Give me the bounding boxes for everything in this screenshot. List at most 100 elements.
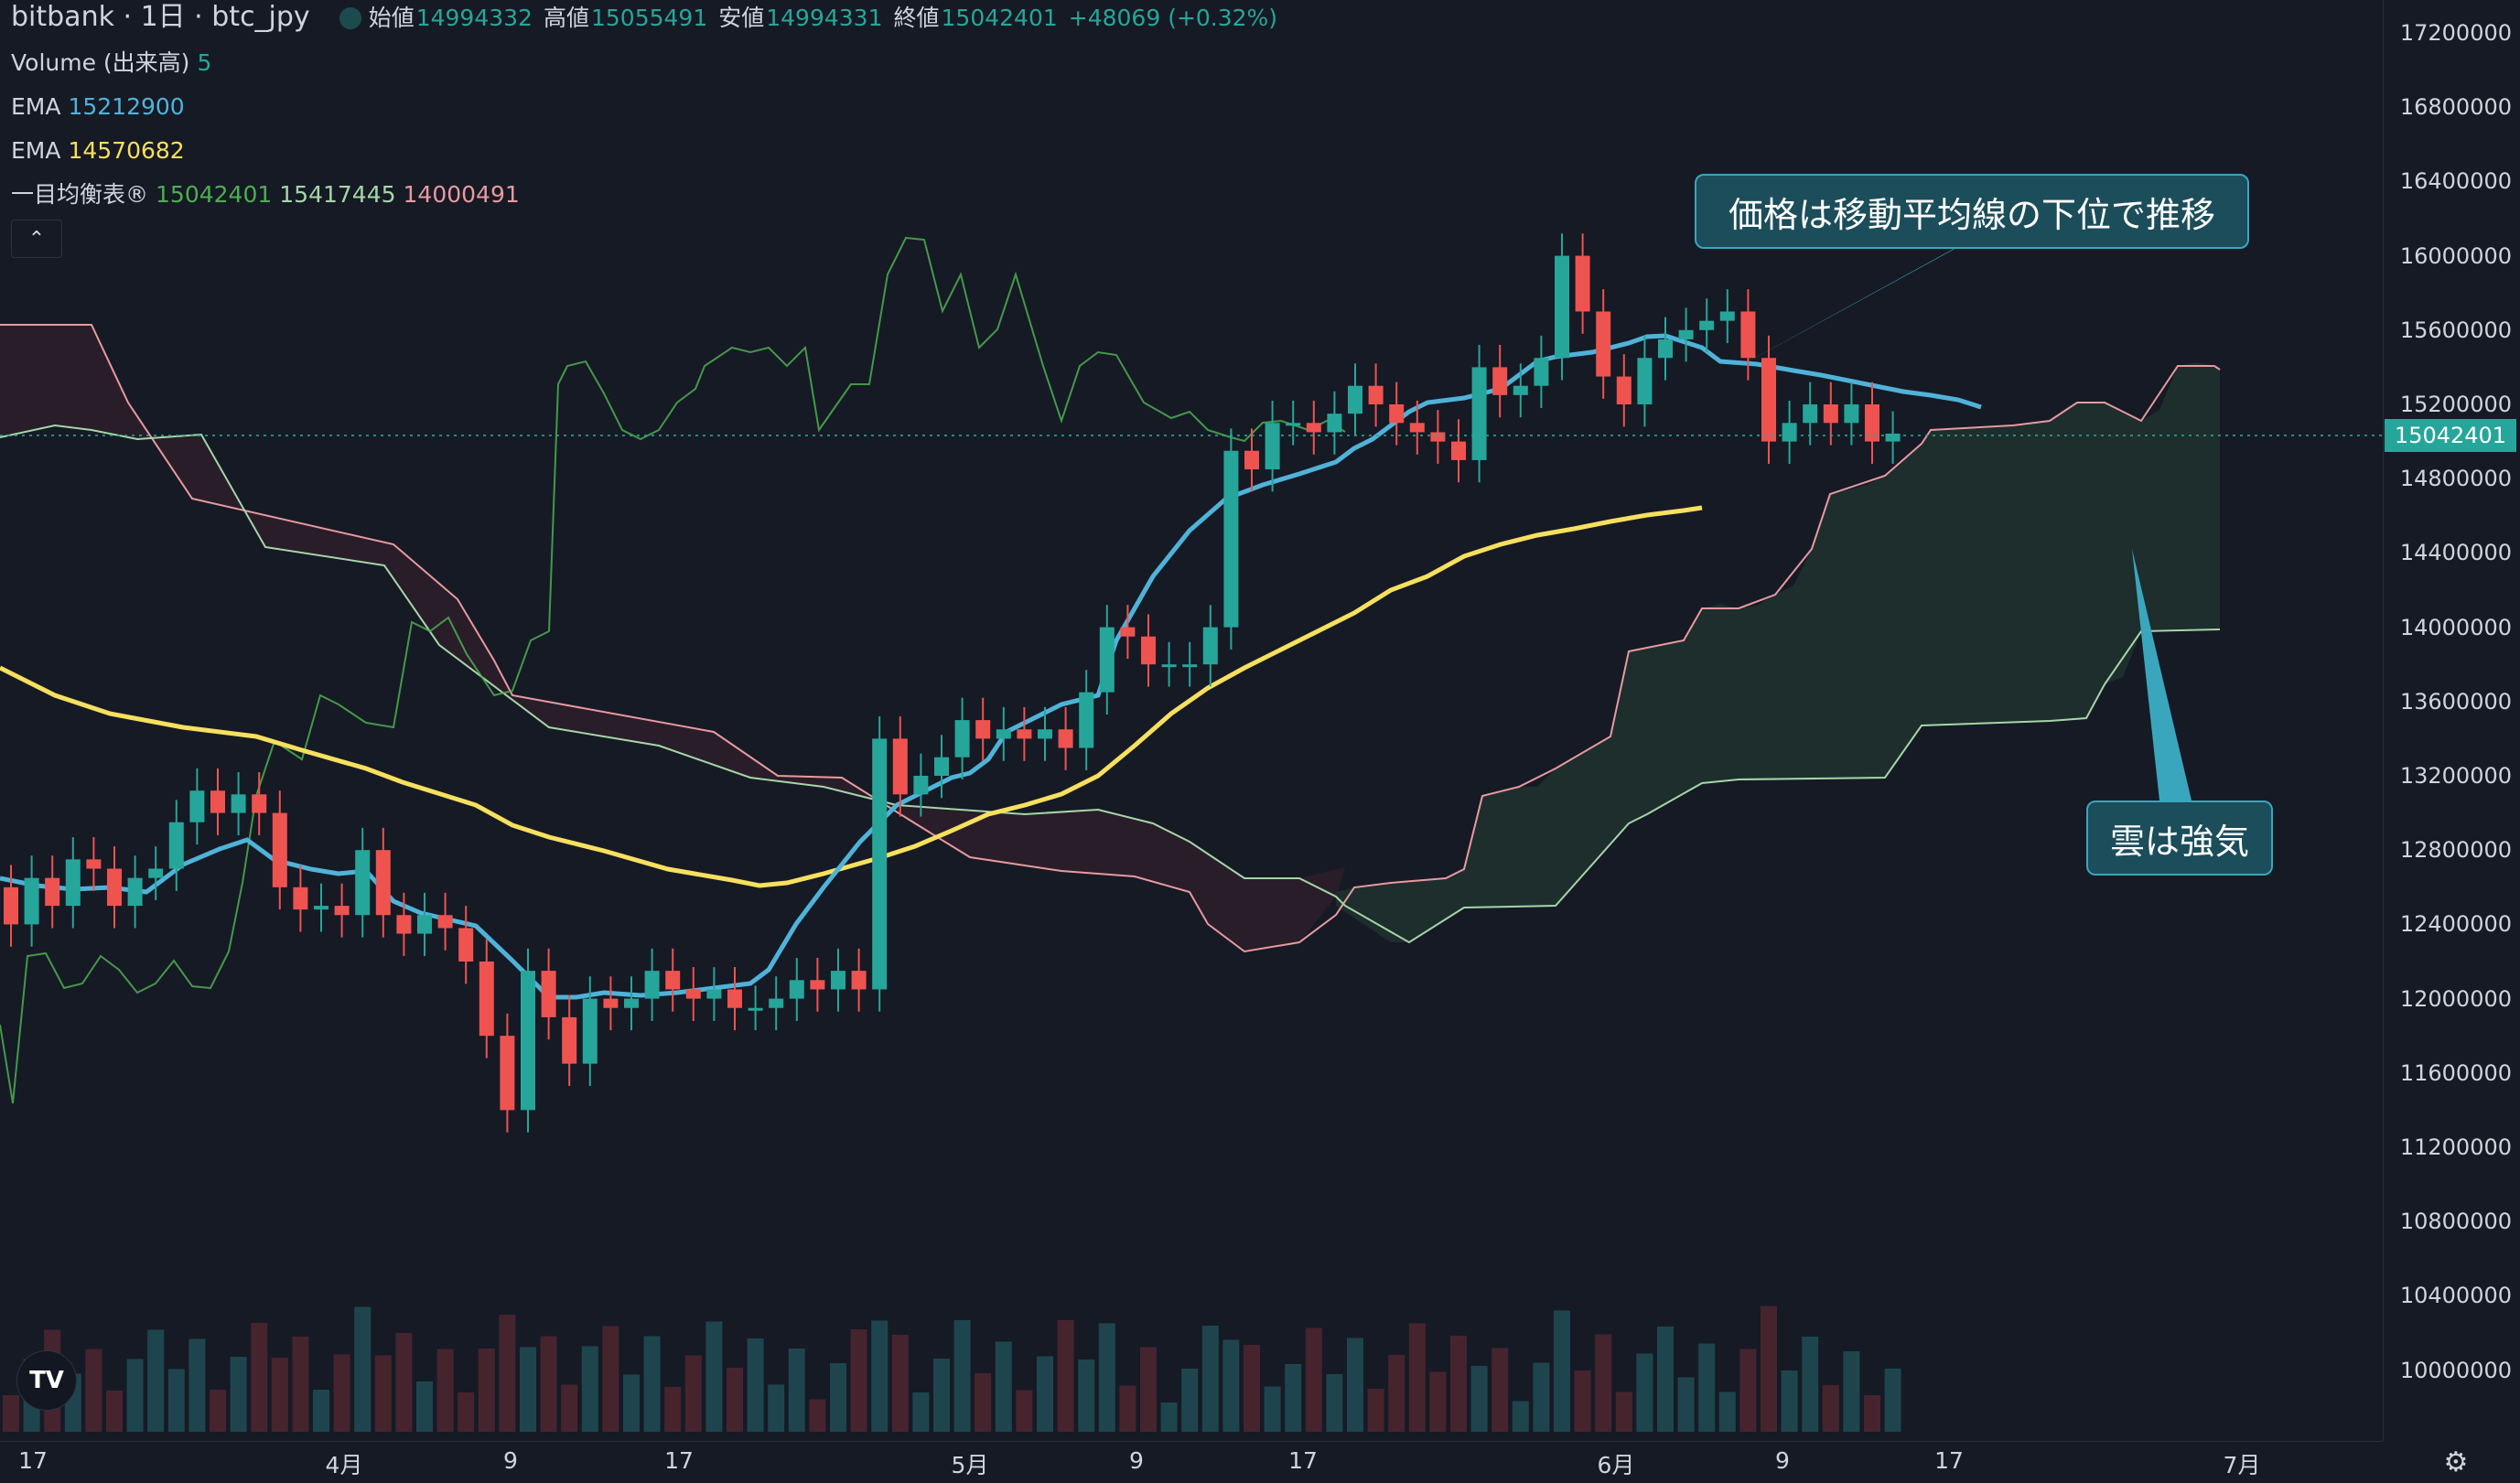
volume-bar: [809, 1399, 826, 1432]
volume-bar: [85, 1349, 102, 1432]
volume-bar: [891, 1335, 909, 1432]
ichimoku-span-b: [0, 424, 2221, 944]
volume-bar: [684, 1355, 702, 1432]
volume-bar: [1285, 1364, 1302, 1432]
tradingview-logo-icon[interactable]: TV: [16, 1350, 77, 1411]
ema2-legend[interactable]: EMA 14570682: [11, 135, 192, 167]
ichimoku-legend[interactable]: 一目均衡表® 15042401 15417445 14000491: [11, 179, 527, 210]
ema1-value: 15212900: [68, 93, 185, 120]
open-label: 始値: [368, 5, 415, 31]
candle-body: [1017, 729, 1032, 739]
ema1-label: EMA: [11, 93, 61, 120]
volume-bar: [1181, 1369, 1199, 1432]
candle-body: [913, 776, 929, 795]
candle-body: [665, 971, 681, 990]
candle-body: [521, 971, 535, 1111]
ichimoku-value-2: 15417445: [279, 181, 396, 208]
candle-body: [1451, 441, 1466, 460]
candle-body: [1513, 385, 1528, 395]
candle-body: [1575, 255, 1590, 312]
ema-slow-line: [0, 505, 1703, 888]
time-tick: 4月: [325, 1452, 363, 1478]
volume-bar: [188, 1338, 206, 1432]
volume-bar: [933, 1359, 950, 1432]
high-value: 15055491: [590, 5, 708, 31]
volume-bar: [230, 1357, 247, 1432]
price-tick: 17200000: [2399, 20, 2512, 46]
candle-body: [603, 998, 619, 1008]
volume-bar: [1843, 1351, 1860, 1432]
volume-bar: [1657, 1327, 1674, 1432]
price-tick: 14800000: [2399, 466, 2512, 492]
volume-bar: [1718, 1392, 1736, 1432]
volume-legend[interactable]: Volume (出来高) 5: [11, 48, 219, 79]
volume-bar: [1429, 1371, 1447, 1432]
ichimoku-label: 一目均衡表®: [11, 181, 149, 208]
candle-body: [1202, 627, 1218, 665]
market-status-icon: [339, 6, 361, 29]
volume-bar: [1326, 1374, 1343, 1432]
candle-body: [65, 859, 81, 907]
callout2-pointer: [2132, 549, 2192, 801]
volume-bar: [643, 1336, 661, 1432]
volume-bar: [1016, 1390, 1033, 1432]
candle-body: [1306, 423, 1321, 433]
candle-body: [1368, 385, 1384, 404]
candle-body: [252, 794, 267, 813]
volume-label: Volume (出来高): [11, 49, 190, 76]
candle-body: [1286, 423, 1301, 426]
price-tick: 11600000: [2399, 1059, 2512, 1086]
volume-bar: [623, 1374, 640, 1432]
volume-bar: [1078, 1359, 1095, 1432]
symbol-title[interactable]: bitbank · 1日 · btc_jpy: [11, 1, 310, 33]
candle-body: [1534, 358, 1549, 386]
price-tick: 11200000: [2399, 1134, 2512, 1160]
volume-bar: [1160, 1402, 1178, 1432]
candle-body: [417, 915, 432, 934]
candle-body: [1079, 692, 1094, 748]
last-price-tag: 15042401: [2385, 419, 2516, 452]
volume-bar: [1533, 1362, 1550, 1432]
price-tick: 15200000: [2399, 392, 2512, 417]
price-tick: 13200000: [2399, 763, 2512, 789]
candle-body: [375, 850, 391, 916]
candle-body: [1761, 358, 1776, 442]
candle-body: [24, 877, 39, 925]
volume-bar: [313, 1390, 329, 1432]
volume-bar: [1305, 1327, 1322, 1432]
collapse-legend-button[interactable]: ⌃: [11, 220, 62, 258]
candle-body: [748, 1007, 763, 1011]
close-value: 15042401: [941, 5, 1058, 31]
candle-body: [107, 868, 122, 907]
volume-bar: [520, 1347, 536, 1432]
price-tick: 14000000: [2399, 614, 2512, 640]
price-axis[interactable]: 17200000 16800000 16400000 16000000 15600000…: [2383, 0, 2520, 1441]
candle-body: [831, 971, 845, 990]
candle-body: [293, 887, 308, 910]
price-tick: 14400000: [2399, 540, 2512, 566]
volume-bar: [1264, 1386, 1281, 1432]
candle-body: [1637, 358, 1653, 404]
ema1-legend[interactable]: EMA 15212900: [11, 91, 192, 123]
callout-price-below-ma[interactable]: 価格は移動平均線の下位で推移: [1695, 174, 2249, 249]
settings-icon[interactable]: ⚙: [2443, 1445, 2469, 1478]
volume-bar: [416, 1381, 433, 1432]
volume-bar: [1201, 1326, 1219, 1432]
candle-body: [272, 812, 287, 887]
ema2-label: EMA: [11, 137, 61, 164]
time-axis[interactable]: 17 4月 9 17 5月 9 17 6月 9 17 7月: [0, 1441, 2383, 1483]
time-tick: 9: [1775, 1447, 1790, 1474]
callout-cloud-bullish[interactable]: 雲は強気: [2086, 801, 2273, 876]
time-tick: 17: [18, 1447, 48, 1474]
candle-body: [892, 738, 908, 795]
candle-body: [1348, 385, 1362, 414]
candlestick-series: [4, 233, 1901, 1133]
volume-bar: [1470, 1366, 1488, 1432]
volume-bar: [395, 1333, 413, 1432]
volume-bar: [540, 1336, 557, 1432]
candle-body: [1492, 367, 1508, 395]
volume-bar: [602, 1326, 619, 1432]
candle-body: [541, 971, 556, 1017]
time-tick: 17: [664, 1447, 694, 1474]
volume-bar: [292, 1337, 309, 1432]
